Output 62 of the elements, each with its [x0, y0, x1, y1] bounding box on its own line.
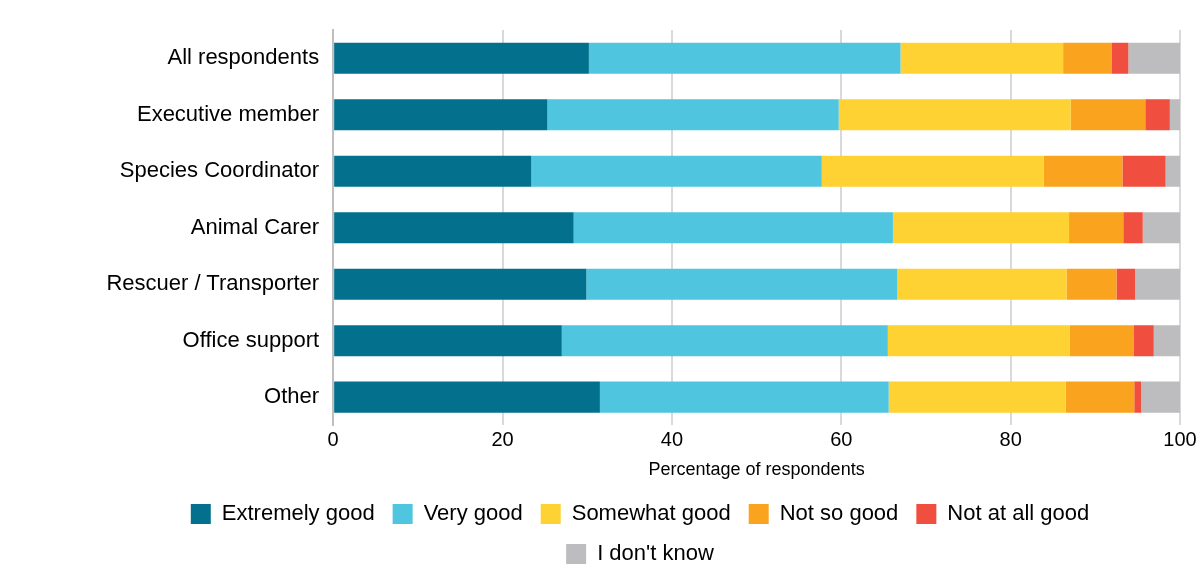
bar: [1169, 99, 1180, 131]
y-tick-label: Other: [264, 383, 320, 409]
bar: [334, 99, 548, 131]
bar: [1116, 268, 1136, 300]
bar: [1043, 155, 1123, 187]
bar: [900, 42, 1064, 74]
bar: [838, 99, 1071, 131]
bar: [897, 268, 1067, 300]
legend-label: I don't know: [597, 540, 714, 566]
y-tick-label: Executive member: [136, 100, 320, 126]
y-tick-label: Office support: [182, 326, 320, 352]
bar: [1111, 42, 1129, 74]
bar: [1165, 155, 1180, 187]
bar: [1066, 268, 1117, 300]
bar: [892, 212, 1070, 244]
bar: [334, 155, 532, 187]
bar: [334, 381, 600, 413]
x-tick-label: 80: [999, 427, 1022, 450]
bar: [821, 155, 1044, 187]
y-tick-label: Animal Carer: [190, 213, 320, 239]
bar: [1065, 381, 1135, 413]
bar: [1135, 268, 1180, 300]
bar: [1153, 325, 1180, 357]
bar: [547, 99, 839, 131]
bar: [1063, 42, 1112, 74]
bar: [586, 268, 898, 300]
bar: [1133, 325, 1154, 357]
bar: [1070, 99, 1146, 131]
bar: [1145, 99, 1170, 131]
x-tick-label: 60: [830, 427, 853, 450]
bar: [334, 42, 589, 74]
y-tick-label: All respondents: [167, 44, 320, 70]
bar: [561, 325, 888, 357]
bar: [334, 212, 574, 244]
legend-label: Not so good: [779, 500, 899, 526]
bar: [1128, 42, 1180, 74]
bar: [888, 381, 1066, 413]
bar: [1069, 212, 1124, 244]
bar: [588, 42, 901, 74]
bar: [1069, 325, 1134, 357]
bar: [334, 268, 587, 300]
legend-label: Extremely good: [221, 500, 375, 526]
bar: [599, 381, 889, 413]
x-tick-label: 100: [1163, 427, 1197, 450]
y-tick-label: Rescuer / Transporter: [106, 270, 320, 296]
bar: [1142, 212, 1180, 244]
x-tick-label: 20: [491, 427, 514, 450]
bar: [1122, 155, 1166, 187]
bar: [887, 325, 1070, 357]
legend-label: Somewhat good: [571, 500, 731, 526]
legend-label: Not at all good: [947, 500, 1090, 526]
x-axis-title: Percentage of respondents: [648, 459, 865, 480]
bar: [531, 155, 822, 187]
legend-label: Very good: [423, 500, 523, 526]
bar: [1141, 381, 1180, 413]
bar: [573, 212, 893, 244]
x-tick-label: 0: [327, 427, 339, 450]
y-tick-label: Species Coordinator: [119, 157, 320, 183]
bar: [1123, 212, 1143, 244]
bar: [1134, 381, 1142, 413]
x-tick-label: 40: [660, 427, 684, 450]
bar: [334, 325, 562, 357]
